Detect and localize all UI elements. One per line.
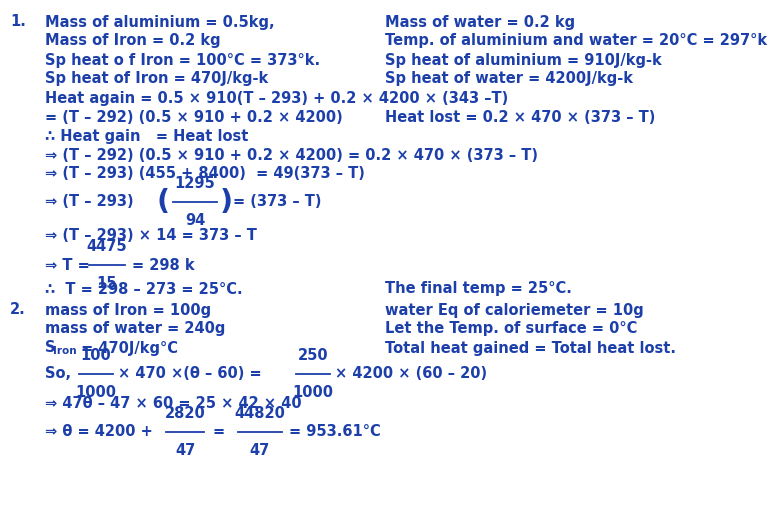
Text: =: =	[212, 425, 224, 439]
Text: Sp heat of water = 4200J/kg-k: Sp heat of water = 4200J/kg-k	[385, 71, 633, 87]
Text: 1295: 1295	[175, 176, 216, 191]
Text: 250: 250	[298, 348, 328, 363]
Text: ⇒ (T – 292) (0.5 × 910 + 0.2 × 4200) = 0.2 × 470 × (373 – T): ⇒ (T – 292) (0.5 × 910 + 0.2 × 4200) = 0…	[45, 147, 538, 162]
Text: mass of Iron = 100g: mass of Iron = 100g	[45, 303, 211, 318]
Text: ⇒ (T – 293): ⇒ (T – 293)	[45, 195, 134, 210]
Text: 1000: 1000	[293, 385, 333, 400]
Text: = 953.61°C: = 953.61°C	[289, 425, 380, 439]
Text: water Eq of caloriemeter = 10g: water Eq of caloriemeter = 10g	[385, 303, 644, 318]
Text: 2820: 2820	[165, 406, 206, 421]
Text: = 470J/kg°C: = 470J/kg°C	[76, 340, 178, 355]
Text: mass of water = 240g: mass of water = 240g	[45, 321, 226, 337]
Text: 94: 94	[185, 213, 205, 228]
Text: = 298 k: = 298 k	[132, 257, 195, 272]
Text: Mass of water = 0.2 kg: Mass of water = 0.2 kg	[385, 14, 575, 29]
Text: 4475: 4475	[87, 239, 127, 254]
Text: 15: 15	[97, 276, 117, 291]
Text: ): )	[220, 188, 233, 216]
Text: = (T – 292) (0.5 × 910 + 0.2 × 4200): = (T – 292) (0.5 × 910 + 0.2 × 4200)	[45, 110, 343, 124]
Text: Total heat gained = Total heat lost.: Total heat gained = Total heat lost.	[385, 340, 676, 355]
Text: × 4200 × (60 – 20): × 4200 × (60 – 20)	[335, 367, 487, 381]
Text: 47: 47	[250, 443, 270, 458]
Text: Mass of Iron = 0.2 kg: Mass of Iron = 0.2 kg	[45, 34, 221, 48]
Text: 44820: 44820	[235, 406, 286, 421]
Text: Mass of aluminium = 0.5kg,: Mass of aluminium = 0.5kg,	[45, 14, 275, 29]
Text: Sp heat o f Iron = 100°C = 373°k.: Sp heat o f Iron = 100°C = 373°k.	[45, 53, 320, 68]
Text: 2.: 2.	[10, 303, 25, 318]
Text: The final temp = 25°C.: The final temp = 25°C.	[385, 281, 572, 296]
Text: × 470 ×(θ – 60) =: × 470 ×(θ – 60) =	[118, 367, 262, 381]
Text: 47: 47	[175, 443, 195, 458]
Text: S: S	[45, 340, 55, 355]
Text: Heat lost = 0.2 × 470 × (373 – T): Heat lost = 0.2 × 470 × (373 – T)	[385, 110, 655, 124]
Text: Iron: Iron	[53, 346, 77, 356]
Text: = (373 – T): = (373 – T)	[233, 195, 322, 210]
Text: ∴ Heat gain   = Heat lost: ∴ Heat gain = Heat lost	[45, 129, 249, 144]
Text: Sp heat of aluminium = 910J/kg-k: Sp heat of aluminium = 910J/kg-k	[385, 53, 661, 68]
Text: So,: So,	[45, 367, 71, 381]
Text: 1000: 1000	[75, 385, 116, 400]
Text: ⇒ 47θ – 47 × 60 = 25 × 42 × 40: ⇒ 47θ – 47 × 60 = 25 × 42 × 40	[45, 396, 302, 411]
Text: ⇒ (T – 293) × 14 = 373 – T: ⇒ (T – 293) × 14 = 373 – T	[45, 228, 257, 243]
Text: ⇒ θ = 4200 +: ⇒ θ = 4200 +	[45, 425, 152, 439]
Text: ⇒ T =: ⇒ T =	[45, 257, 90, 272]
Text: Sp heat of Iron = 470J/kg-k: Sp heat of Iron = 470J/kg-k	[45, 71, 268, 87]
Text: Let the Temp. of surface = 0°C: Let the Temp. of surface = 0°C	[385, 321, 638, 337]
Text: 1.: 1.	[10, 14, 26, 29]
Text: ∴  T = 298 – 273 = 25°C.: ∴ T = 298 – 273 = 25°C.	[45, 281, 243, 296]
Text: Temp. of aluminium and water = 20°C = 297°k: Temp. of aluminium and water = 20°C = 29…	[385, 34, 767, 48]
Text: Heat again = 0.5 × 910(T – 293) + 0.2 × 4200 × (343 –T): Heat again = 0.5 × 910(T – 293) + 0.2 × …	[45, 90, 508, 105]
Text: (: (	[157, 188, 170, 216]
Text: 100: 100	[81, 348, 112, 363]
Text: ⇒ (T – 293) (455 + 8400)  = 49(373 – T): ⇒ (T – 293) (455 + 8400) = 49(373 – T)	[45, 167, 365, 181]
